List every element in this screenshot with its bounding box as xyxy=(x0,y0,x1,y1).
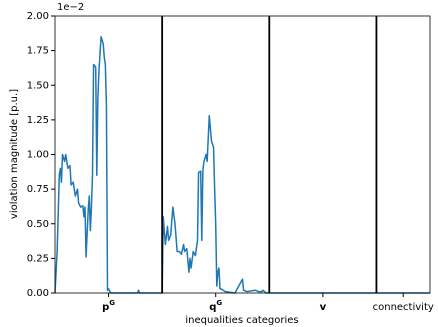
plot-frame xyxy=(54,15,431,294)
y-tick-label: 0.75 xyxy=(27,184,49,195)
y-tick-label: 1.75 xyxy=(27,46,49,57)
category-label: qG xyxy=(209,299,222,313)
data-line xyxy=(54,36,430,294)
y-tick-label: 1.50 xyxy=(27,80,49,91)
category-label: pG xyxy=(102,299,115,313)
y-tick-label: 0.50 xyxy=(27,219,49,230)
category-label: connectivity xyxy=(373,302,434,313)
y-axis-label: violation magnitude [p.u.] xyxy=(9,89,20,219)
category-text: connectivity xyxy=(373,302,434,313)
y-offset-label: 1e−2 xyxy=(57,2,84,13)
category-superscript: G xyxy=(216,299,222,307)
category-text: p xyxy=(102,302,109,313)
category-label: v xyxy=(320,302,327,313)
x-axis-label: inequalities categories xyxy=(185,315,298,326)
y-tick-label: 0.00 xyxy=(27,288,49,299)
y-tick-label: 1.25 xyxy=(27,115,49,126)
category-text: q xyxy=(209,302,216,313)
y-tick-label: 1.00 xyxy=(27,150,49,161)
y-tick-label: 2.00 xyxy=(27,11,49,22)
y-tick-label: 0.25 xyxy=(27,253,49,264)
category-superscript: G xyxy=(109,299,115,307)
category-text: v xyxy=(320,302,327,313)
